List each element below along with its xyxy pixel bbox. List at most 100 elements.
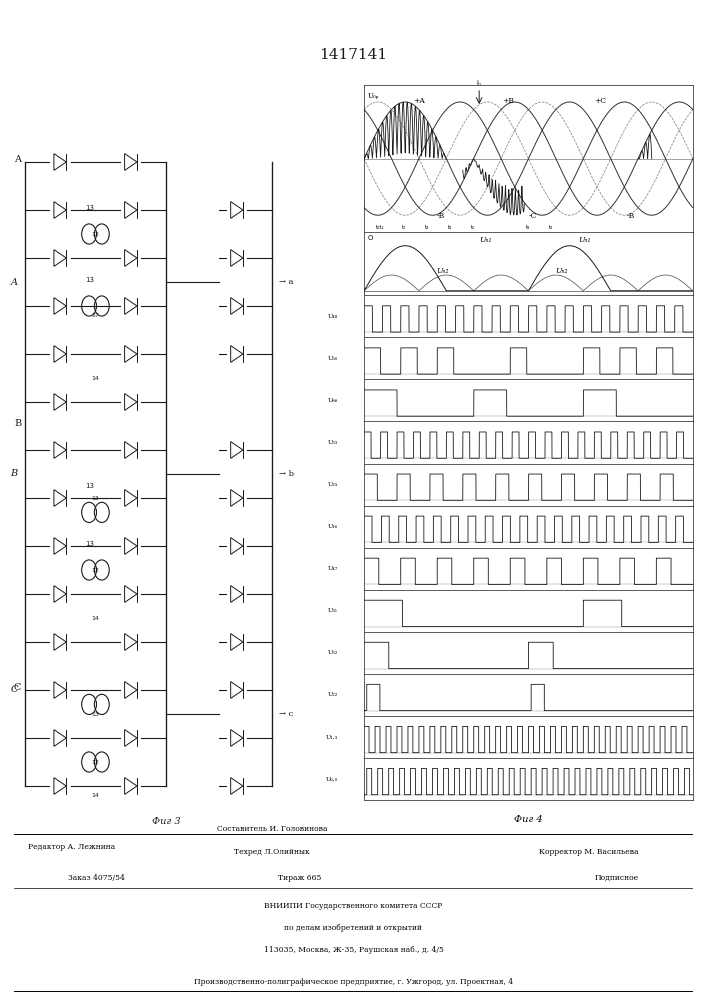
Text: Подписное: Подписное bbox=[595, 874, 638, 882]
Text: 12: 12 bbox=[91, 568, 100, 572]
Polygon shape bbox=[124, 346, 137, 362]
Text: Производственно-полиграфическое предприятие, г. Ужгород, ул. Проектная, 4: Производственно-полиграфическое предприя… bbox=[194, 978, 513, 986]
Text: U₃₃: U₃₃ bbox=[327, 440, 338, 445]
Text: B: B bbox=[14, 419, 21, 428]
Text: 13: 13 bbox=[85, 277, 94, 283]
Polygon shape bbox=[54, 394, 66, 410]
Polygon shape bbox=[54, 442, 66, 458]
Text: C: C bbox=[11, 686, 18, 694]
Text: U₂₅: U₂₅ bbox=[327, 482, 338, 487]
Text: t₂: t₂ bbox=[402, 225, 406, 230]
Text: Uₙ₂: Uₙ₂ bbox=[436, 267, 449, 275]
Polygon shape bbox=[54, 538, 66, 554]
Polygon shape bbox=[124, 202, 137, 218]
Text: Техред Л.Олийнык: Техред Л.Олийнык bbox=[234, 848, 310, 856]
Text: Uₙ₁: Uₙ₁ bbox=[578, 236, 590, 244]
Polygon shape bbox=[124, 586, 137, 602]
Text: 13: 13 bbox=[85, 205, 94, 211]
Text: B: B bbox=[11, 470, 18, 479]
Text: 17: 17 bbox=[91, 313, 100, 318]
Polygon shape bbox=[230, 202, 243, 218]
Polygon shape bbox=[124, 778, 137, 794]
Text: 14: 14 bbox=[91, 793, 100, 798]
Text: по делам изобретений и открытий: по делам изобретений и открытий bbox=[284, 924, 423, 932]
Text: Uₙ₂: Uₙ₂ bbox=[555, 267, 567, 275]
Text: Составитель И. Головинова: Составитель И. Головинова bbox=[217, 825, 327, 833]
Polygon shape bbox=[230, 730, 243, 746]
Text: → c: → c bbox=[279, 710, 293, 718]
Text: U₂₂: U₂₂ bbox=[327, 692, 338, 697]
Polygon shape bbox=[230, 250, 243, 266]
Polygon shape bbox=[54, 490, 66, 506]
Polygon shape bbox=[124, 298, 137, 314]
Text: ВНИИПИ Государственного комитета СССР: ВНИИПИ Государственного комитета СССР bbox=[264, 902, 443, 910]
Text: 113035, Москва, Ж-35, Раушская наб., д. 4/5: 113035, Москва, Ж-35, Раушская наб., д. … bbox=[264, 946, 443, 954]
Polygon shape bbox=[54, 586, 66, 602]
Text: U₁,₃: U₁,₃ bbox=[326, 734, 338, 739]
Polygon shape bbox=[230, 586, 243, 602]
Text: U₆,₀: U₆,₀ bbox=[325, 776, 338, 781]
Text: -B: -B bbox=[627, 212, 636, 220]
Text: U₃₁: U₃₁ bbox=[327, 608, 338, 613]
Text: 12: 12 bbox=[91, 760, 100, 764]
Polygon shape bbox=[230, 682, 243, 698]
Polygon shape bbox=[124, 730, 137, 746]
Text: 14: 14 bbox=[91, 615, 100, 620]
Polygon shape bbox=[54, 634, 66, 650]
Polygon shape bbox=[230, 778, 243, 794]
Polygon shape bbox=[230, 346, 243, 362]
Text: -B: -B bbox=[436, 212, 445, 220]
Text: -C: -C bbox=[529, 212, 537, 220]
Text: t₀t₁: t₀t₁ bbox=[376, 225, 385, 230]
Text: 1417141: 1417141 bbox=[320, 48, 387, 62]
Text: U₄₇: U₄₇ bbox=[327, 566, 338, 571]
Text: 14: 14 bbox=[91, 375, 100, 380]
Polygon shape bbox=[54, 298, 66, 314]
Polygon shape bbox=[54, 154, 66, 170]
Text: 13: 13 bbox=[91, 232, 100, 237]
Text: Корректор М. Васильева: Корректор М. Васильева bbox=[539, 848, 638, 856]
Text: t₄: t₄ bbox=[448, 225, 452, 230]
Polygon shape bbox=[230, 442, 243, 458]
Text: O: O bbox=[368, 235, 373, 241]
Polygon shape bbox=[54, 346, 66, 362]
Text: t₃: t₃ bbox=[424, 225, 428, 230]
Polygon shape bbox=[124, 442, 137, 458]
Polygon shape bbox=[124, 490, 137, 506]
Polygon shape bbox=[230, 634, 243, 650]
Text: A: A bbox=[14, 155, 21, 164]
Text: iₙ: iₙ bbox=[477, 80, 481, 86]
Polygon shape bbox=[54, 202, 66, 218]
Text: Заказ 4075/54: Заказ 4075/54 bbox=[69, 874, 125, 882]
Polygon shape bbox=[54, 730, 66, 746]
Polygon shape bbox=[54, 682, 66, 698]
Polygon shape bbox=[230, 298, 243, 314]
Polygon shape bbox=[124, 250, 137, 266]
Text: t₉: t₉ bbox=[549, 225, 554, 230]
Text: +C: +C bbox=[595, 97, 607, 105]
Text: U₅₀: U₅₀ bbox=[327, 356, 338, 361]
Text: 13: 13 bbox=[91, 496, 100, 501]
Polygon shape bbox=[124, 538, 137, 554]
Text: → a: → a bbox=[279, 278, 294, 286]
Text: Фиг 3: Фиг 3 bbox=[152, 817, 180, 826]
Text: t₈: t₈ bbox=[526, 225, 531, 230]
Polygon shape bbox=[124, 634, 137, 650]
Text: C: C bbox=[14, 683, 21, 692]
Text: U₁₆: U₁₆ bbox=[327, 524, 338, 529]
Text: U₃₂: U₃₂ bbox=[327, 650, 338, 655]
Text: Uₙ₁: Uₙ₁ bbox=[479, 236, 491, 244]
Text: Редактор А. Лежнина: Редактор А. Лежнина bbox=[28, 843, 115, 851]
Text: Тираж 665: Тираж 665 bbox=[278, 874, 321, 882]
Polygon shape bbox=[54, 778, 66, 794]
Text: A: A bbox=[11, 278, 18, 287]
Polygon shape bbox=[230, 490, 243, 506]
Polygon shape bbox=[124, 394, 137, 410]
Text: 13: 13 bbox=[91, 712, 100, 716]
Text: U₄₈: U₄₈ bbox=[327, 314, 338, 319]
Polygon shape bbox=[124, 154, 137, 170]
Polygon shape bbox=[124, 682, 137, 698]
Polygon shape bbox=[54, 250, 66, 266]
Text: 13: 13 bbox=[85, 483, 94, 489]
Polygon shape bbox=[230, 538, 243, 554]
